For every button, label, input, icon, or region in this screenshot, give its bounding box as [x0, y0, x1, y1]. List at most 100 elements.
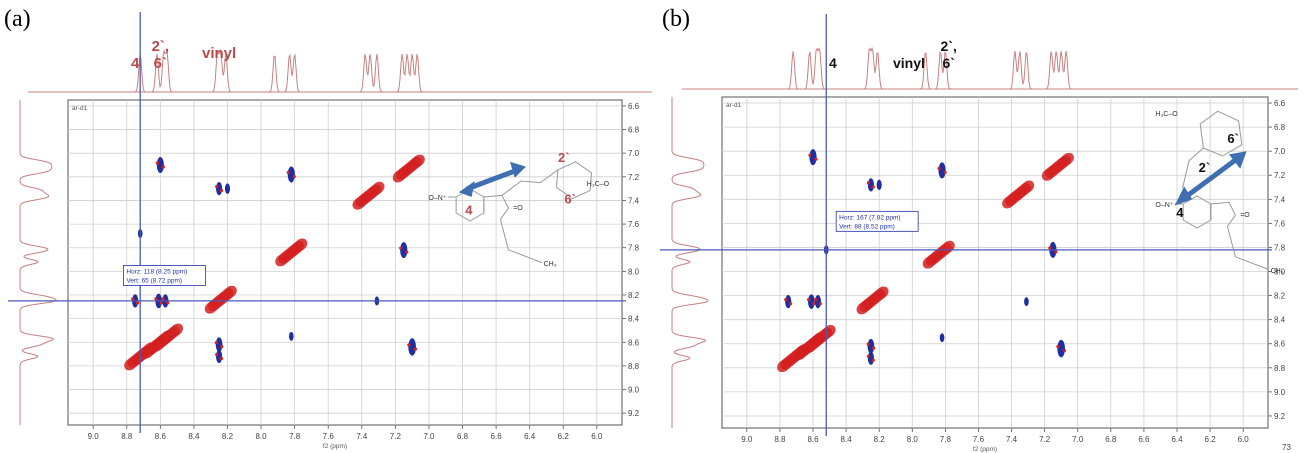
noe-arrow: [465, 167, 519, 192]
x-tick-label: 9.0: [741, 435, 753, 444]
cross-peak: [1056, 339, 1067, 358]
cross-peak-dot: [871, 358, 875, 362]
y-tick-label: 7.0: [1274, 147, 1286, 156]
grid: [722, 97, 1268, 428]
cross-peak: [876, 179, 882, 191]
readout-line-1: Horz: 118 (8.25 ppm): [126, 268, 187, 275]
y-tick-label: 7.4: [1274, 195, 1286, 204]
cross-peak-blob: [938, 162, 946, 179]
cross-peak-dot: [813, 298, 818, 302]
noe-arrow-head: [1229, 151, 1247, 169]
n-chain: [508, 249, 543, 264]
y-tick-label: 8.2: [1274, 292, 1286, 301]
y-tick-label: 7.8: [628, 244, 640, 253]
cross-peak-dot: [1056, 344, 1060, 349]
cosy-spectrum-a: (a) 6.6 6.8 7.0 7.2 7.4 7.6 7.8 8.0 8.2 8.4 8.6 8.8 9…: [4, 6, 652, 450]
peak-annotation: 4: [131, 55, 140, 72]
x-tick-label: 8.0: [255, 432, 267, 441]
readout-box: [123, 265, 206, 286]
noe-arrow: [1181, 155, 1241, 202]
cross-peak-blob: [809, 149, 817, 166]
x-tick-label: 8.4: [188, 432, 200, 441]
x-tick-label: 7.6: [323, 432, 335, 441]
x-tick-label: 8.2: [222, 432, 234, 441]
y-tick-label: 8.8: [1274, 364, 1286, 373]
diagonal-peak: [151, 323, 184, 352]
y-tick-label: 6.6: [1274, 99, 1286, 108]
x-tick-label: 7.8: [289, 432, 301, 441]
diagonal-peak: [1002, 180, 1035, 209]
y-tick-label: 7.6: [1274, 219, 1286, 228]
cross-peak-dot: [788, 302, 793, 306]
vinyl-chain: [501, 169, 559, 196]
cross-peak-dot: [866, 354, 871, 358]
cross-peak-blob: [216, 349, 223, 364]
cross-peak: [286, 166, 296, 183]
n-chain: [499, 219, 509, 250]
lactam-ring: [1210, 201, 1236, 227]
cross-peak: [215, 182, 224, 196]
left-1d-spectrum: [671, 97, 709, 428]
molecule-structure: =O O–N⁺ CH₃ H₃C–O 2` 6` 4: [1155, 110, 1284, 275]
diagonal-peak: [275, 238, 308, 267]
peak-annotation: 6`: [154, 55, 167, 72]
x-tick-label: 8.4: [841, 435, 853, 444]
x-tick-label: 7.4: [1006, 435, 1018, 444]
plot-label: ar-d1: [726, 102, 742, 109]
diagonal-peak: [856, 286, 889, 315]
cross-peak-dot: [812, 302, 816, 306]
molecule-position-label: 2`: [1199, 160, 1211, 175]
cross-peak-dot: [220, 345, 224, 349]
cross-peak-dot: [131, 297, 135, 301]
cross-peak-dot: [214, 341, 218, 345]
noe-arrow-head: [1174, 186, 1193, 206]
y-tick-label: 8.2: [628, 291, 640, 300]
peak-annotation: 6`: [942, 55, 954, 71]
diagonal-peak: [352, 181, 385, 210]
cross-peak-blob: [156, 157, 164, 173]
cross-peak-dot: [135, 301, 140, 305]
top-1d-spectrum: [722, 46, 1268, 90]
phenyl-ring: [1199, 110, 1243, 157]
y-tick-label: 8.6: [628, 338, 640, 347]
x-tick-label: 7.0: [423, 432, 435, 441]
cross-peak-blob: [785, 295, 792, 309]
diagonal-peak-blob: [371, 181, 385, 195]
x-tick-label: 9.0: [88, 432, 100, 441]
cross-peak-blob: [408, 338, 417, 356]
cross-peak-dot: [159, 301, 163, 305]
y-tick-label: 9.0: [628, 386, 640, 395]
cross-peak-dot: [872, 346, 876, 350]
left-1d-spectrum: [19, 100, 57, 425]
x-tick-label: 6.8: [457, 432, 469, 441]
cosy-spectrum-b: (b) 6.6 6.8 7.0 7.2 7.4 7.6 7.8 8.0 8.2 8.4 8.6 8.8 9…: [660, 6, 1298, 453]
y-tick-label: 8.4: [628, 315, 640, 324]
cross-peak: [1024, 297, 1029, 307]
cross-peak-blob: [939, 333, 945, 343]
cross-peak: [784, 295, 793, 309]
diagonal-peak-blob: [223, 285, 237, 299]
y-tick-label: 7.4: [628, 196, 640, 205]
diagonal-peak: [204, 285, 237, 314]
molecule-position-label: 6`: [1227, 131, 1239, 146]
cross-peak-blob: [814, 295, 822, 309]
x-tick-label: 6.6: [1138, 435, 1150, 444]
methyl-label: CH₃: [1271, 268, 1284, 275]
cross-peak-dot: [937, 166, 941, 171]
y-tick-label: 7.0: [628, 149, 640, 158]
y-tick-label: 7.6: [628, 220, 640, 229]
cross-peak-dot: [871, 185, 875, 189]
readout-line-2: Vert: 88 (8.52 ppm): [839, 223, 895, 230]
cross-peak-dot: [808, 153, 812, 157]
cross-peak: [807, 294, 816, 309]
x-tick-label: 8.6: [155, 432, 167, 441]
diagonal-peak-blob: [294, 238, 308, 251]
methoxy-label: H₃C–O: [587, 181, 610, 188]
y-tick-label: 8.0: [628, 267, 640, 276]
cross-peak-dot: [866, 342, 870, 346]
y-tick-label: 7.8: [1274, 243, 1286, 252]
x-axis-label: f2 (ppm): [323, 443, 347, 450]
peak-annotation: 2`,: [941, 38, 957, 54]
diagonal-peak: [392, 154, 425, 183]
cross-peak-dot: [154, 297, 158, 301]
